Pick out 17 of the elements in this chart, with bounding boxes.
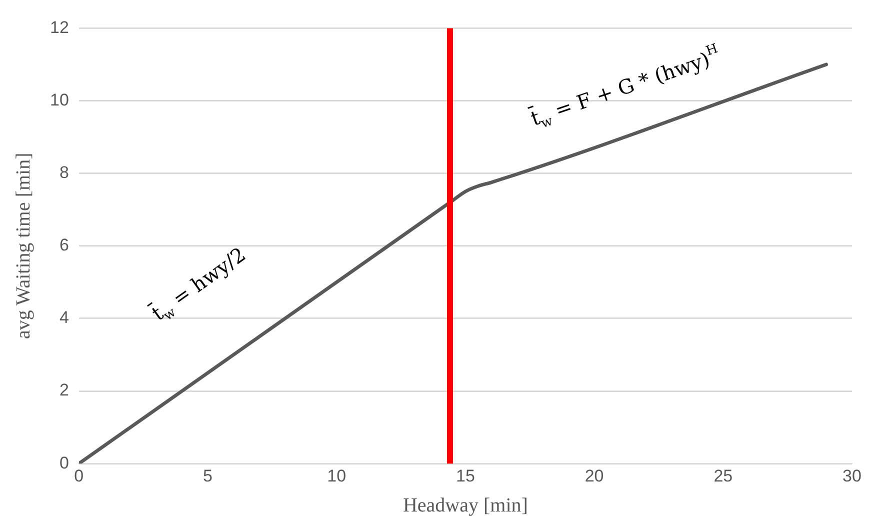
y-tick-label: 10 bbox=[50, 90, 69, 110]
y-tick-label: 0 bbox=[59, 453, 69, 472]
x-tick-label: 5 bbox=[203, 466, 212, 486]
y-tick-label: 8 bbox=[59, 163, 69, 182]
y-axis-title: avg Waiting time [min] bbox=[12, 152, 34, 340]
y-tick-label: 2 bbox=[59, 380, 69, 400]
x-tick-label: 15 bbox=[456, 466, 475, 486]
y-tick-label: 12 bbox=[50, 18, 69, 37]
x-axis-title: Headway [min] bbox=[402, 494, 528, 516]
x-tick-label: 10 bbox=[327, 466, 346, 486]
y-tick-label: 6 bbox=[59, 236, 69, 255]
x-tick-label: 20 bbox=[584, 466, 604, 486]
x-tick-label: 30 bbox=[842, 466, 862, 486]
x-tick-label: 0 bbox=[74, 466, 84, 486]
annotation: t̄w = F + G * (hwy)H bbox=[527, 41, 720, 132]
x-tick-label: 25 bbox=[714, 466, 733, 486]
y-tick-label: 4 bbox=[59, 308, 69, 328]
